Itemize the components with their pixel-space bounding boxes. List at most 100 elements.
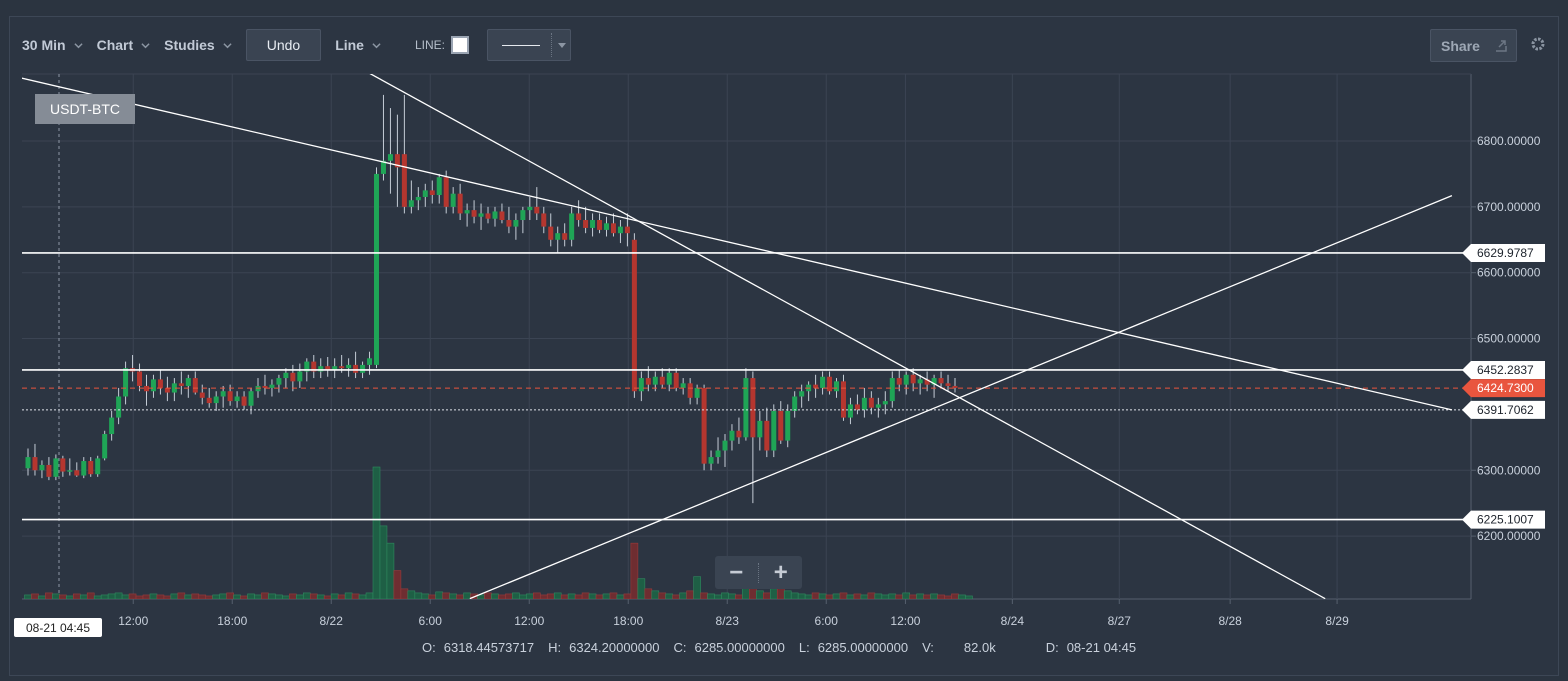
volume-bar [825, 594, 834, 599]
volume-bar [289, 593, 297, 599]
candle-body [813, 384, 819, 388]
volume-bar [302, 592, 311, 599]
candle-body [576, 213, 582, 221]
candle-body [708, 457, 714, 464]
studies-dropdown[interactable]: Studies [164, 37, 232, 53]
volume-bar [491, 593, 499, 599]
candle-body [192, 378, 198, 393]
volume-bar [763, 592, 771, 599]
candle-body [652, 376, 658, 385]
candle-body [945, 383, 951, 386]
volume-bar [832, 593, 841, 599]
trend-lines [22, 74, 1453, 599]
candle-body [339, 366, 345, 369]
share-button[interactable]: Share [1430, 29, 1517, 62]
volume-bar [881, 594, 890, 599]
zoom-in-button[interactable]: + [773, 559, 788, 586]
volume-bar [393, 570, 402, 599]
candle-body [290, 372, 296, 382]
volume-bar [52, 593, 60, 599]
draw-tool-dropdown[interactable]: Line [335, 37, 381, 53]
volume-bar [916, 593, 924, 599]
candle-body [241, 396, 247, 406]
volume-bar [254, 594, 262, 599]
candle-body [81, 461, 87, 476]
candle-body [847, 404, 853, 418]
candle-body [367, 358, 373, 365]
date-label: D: [1045, 640, 1059, 655]
candle-body [429, 190, 435, 195]
ohlc-readout: O: 6318.44573717 H: 6324.20000000 C: 628… [422, 640, 1144, 655]
volume-bar [282, 595, 290, 599]
candle-body [903, 374, 909, 385]
x-tick-label: 8/22 [320, 614, 344, 628]
line-color-swatch[interactable] [450, 36, 469, 54]
volume-bar [728, 593, 736, 599]
candle-body [88, 461, 94, 475]
candle-body [834, 381, 840, 392]
chart-grid [22, 73, 1472, 600]
candle-body [353, 364, 359, 373]
volume-bar [533, 592, 541, 599]
interval-label: 30 Min [22, 37, 66, 53]
candle-body [373, 173, 379, 365]
candle-body [785, 410, 791, 441]
y-tick-label: 6200.00000 [1477, 529, 1541, 543]
chart-type-dropdown[interactable]: Chart [97, 37, 151, 53]
volume-bar [31, 593, 39, 599]
volume-bar [365, 592, 374, 599]
candle-body [95, 458, 101, 475]
x-tick-label: 12:00 [514, 614, 544, 628]
volume-bar [909, 594, 917, 599]
volume-bar [707, 593, 715, 599]
candle-body [499, 211, 505, 221]
candle-body [715, 450, 721, 458]
volume-bar [790, 592, 799, 599]
zoom-divider [757, 562, 760, 583]
volume-bar [811, 592, 820, 599]
candle-body [380, 160, 386, 174]
zoom-out-button[interactable]: − [729, 559, 744, 586]
volume-bar [519, 594, 527, 599]
candle-body [868, 397, 874, 408]
zoom-controls: − + [715, 556, 802, 589]
undo-button[interactable]: Undo [245, 29, 322, 61]
candle-body [757, 420, 763, 438]
volume-bar [323, 595, 332, 599]
volume-bar [86, 592, 95, 599]
volume-bar [170, 593, 179, 599]
volume-bar [135, 595, 144, 599]
candle-body [283, 372, 289, 379]
price-label-tag [1462, 379, 1545, 398]
candle-body [436, 177, 442, 195]
volume-bar [107, 593, 116, 599]
candle-body [32, 457, 38, 471]
candle-body [840, 381, 846, 418]
volume-bar [191, 593, 200, 599]
candle-body [736, 430, 742, 438]
volume-bar [567, 593, 576, 599]
low-label: L: [798, 640, 810, 655]
x-axis: 12:00 18:00 8/22 6:00 12:00 18:00 8/23 6:00 12:0… [118, 599, 1349, 628]
volume-bar [66, 595, 74, 599]
candle-body [39, 464, 45, 471]
volume-bar [484, 592, 492, 599]
volume-bar [616, 594, 625, 599]
candle-body [297, 371, 303, 382]
candle-body [882, 401, 888, 405]
gear-icon[interactable] [1530, 36, 1546, 52]
volume-bar [386, 542, 395, 599]
candle-body [541, 213, 547, 227]
volume-bar [449, 593, 457, 599]
volume-bar [860, 594, 869, 599]
interval-dropdown[interactable]: 30 Min [22, 37, 83, 53]
candle-body [548, 226, 554, 240]
candle-body [325, 366, 331, 371]
volume-bar [797, 593, 806, 599]
line-style-select[interactable] [486, 29, 571, 61]
horizontal-lines: 6629.9787 6452.2837 6424.7300 6391.7062 6225… [22, 243, 1545, 529]
candle-body [917, 379, 923, 384]
candle-body [743, 378, 749, 438]
volume-bar [121, 594, 130, 599]
